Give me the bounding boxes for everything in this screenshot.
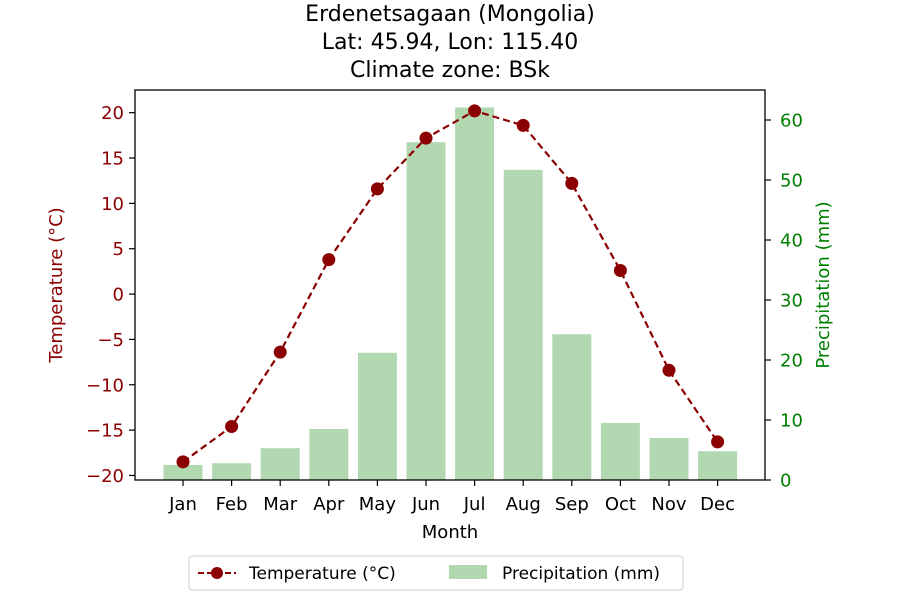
temperature-line [176, 104, 725, 469]
legend-box [188, 555, 684, 591]
temperature-point-aug [516, 118, 530, 132]
axis-ticks: −20 −15 −10 −5 0 5 10 15 20 0 10 20 30 40 50 60 Jan Feb Ma… [86, 103, 803, 515]
x-tick-label-sep: Sep [555, 494, 589, 515]
y-left-tick-label: 10 [101, 194, 124, 215]
temperature-point-apr [322, 253, 336, 267]
precipitation-bar-dec [698, 451, 738, 480]
y-right-tick-label: 50 [780, 171, 803, 192]
y-right-tick-label: 0 [780, 471, 791, 492]
x-tick-label-jan: Jan [168, 494, 197, 515]
x-tick-label-apr: Apr [313, 494, 345, 515]
x-tick-label-feb: Feb [216, 494, 248, 515]
x-tick-label-mar: Mar [263, 494, 298, 515]
y-left-tick-label: −20 [86, 466, 124, 487]
temperature-point-jan [176, 455, 190, 469]
plot-frame [134, 89, 766, 481]
temperature-point-oct [613, 264, 627, 277]
y-right-tick-label: 10 [780, 411, 803, 432]
x-tick-label-jul: Jul [463, 494, 486, 515]
chart-title-line-2: Lat: 45.94, Lon: 115.40 [322, 30, 578, 55]
precipitation-bar-jan [163, 465, 203, 480]
precipitation-bars [163, 107, 738, 481]
x-tick-label-dec: Dec [700, 494, 735, 515]
legend: Temperature (°C) Precipitation (mm) [188, 555, 684, 591]
precipitation-bar-jul [455, 107, 495, 481]
y-right-tick-label: 30 [780, 291, 803, 312]
precipitation-bar-aug [503, 169, 543, 481]
legend-temperature-label: Temperature (°C) [248, 564, 396, 584]
precipitation-bar-may [357, 352, 397, 480]
y-left-axis-label: Temperature (°C) [46, 207, 67, 363]
x-tick-label-nov: Nov [651, 494, 686, 515]
legend-precipitation-label: Precipitation (mm) [502, 564, 660, 584]
precipitation-bar-mar [260, 448, 300, 480]
temperature-point-may [370, 182, 384, 196]
temperature-point-dec [711, 435, 725, 449]
precipitation-bar-nov [649, 438, 689, 480]
chart-title-line-1: Erdenetsagaan (Mongolia) [305, 2, 595, 27]
temperature-point-sep [565, 176, 579, 190]
temperature-point-jul [468, 104, 482, 118]
y-left-tick-label: 5 [113, 239, 124, 260]
y-right-tick-label: 20 [780, 351, 803, 372]
y-right-axis-label: Precipitation (mm) [813, 201, 834, 368]
x-tick-label-may: May [359, 494, 397, 515]
precipitation-bar-sep [552, 334, 592, 480]
temperature-series-line [182, 109, 719, 463]
y-left-tick-label: 0 [113, 285, 124, 306]
y-right-tick-label: 40 [780, 231, 803, 252]
temperature-point-mar [273, 345, 287, 359]
x-tick-label-oct: Oct [605, 494, 636, 515]
precipitation-bar-apr [309, 429, 349, 480]
legend-temperature-marker-icon [211, 567, 223, 579]
precipitation-bar-jun [406, 142, 446, 480]
legend-precipitation-swatch-icon [449, 565, 487, 579]
chart-title-line-3: Climate zone: BSk [350, 58, 550, 83]
x-tick-label-aug: Aug [506, 494, 541, 515]
y-left-tick-label: 20 [101, 103, 124, 124]
temperature-point-jun [419, 131, 433, 145]
y-left-tick-label: −5 [97, 330, 124, 351]
precipitation-bar-feb [212, 463, 252, 480]
y-left-tick-label: −10 [86, 375, 124, 396]
y-left-tick-label: −15 [86, 421, 124, 442]
x-axis-label: Month [422, 522, 478, 543]
precipitation-bar-oct [600, 423, 640, 480]
x-tick-label-jun: Jun [411, 494, 440, 515]
y-right-tick-label: 60 [780, 111, 803, 132]
temperature-point-feb [225, 420, 239, 433]
temperature-point-nov [662, 363, 676, 377]
y-left-tick-label: 15 [101, 149, 124, 170]
